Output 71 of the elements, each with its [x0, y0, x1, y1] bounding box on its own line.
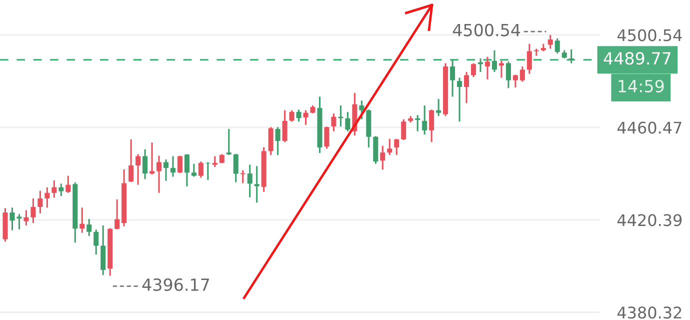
candlestick: [380, 145, 386, 170]
candlestick: [30, 198, 36, 224]
candlestick: [512, 74, 518, 88]
candlestick: [205, 161, 210, 181]
y-tick-label: 4420.39: [617, 214, 682, 226]
candlestick: [163, 158, 169, 182]
candlestick: [184, 153, 190, 188]
candlestick: [526, 43, 532, 75]
candlestick: [44, 186, 50, 208]
candlestick: [233, 153, 238, 184]
candlestick: [282, 110, 288, 143]
candlestick: [86, 218, 92, 237]
candlestick: [450, 59, 456, 98]
candlestick: [429, 108, 434, 143]
candlestick: [191, 163, 196, 178]
candlestick: [38, 190, 43, 214]
candlestick: [254, 165, 260, 204]
candlestick: [464, 71, 470, 104]
candlestick: [296, 108, 302, 122]
y-tick-label: 4380.32: [617, 306, 682, 319]
candlestick: [457, 76, 462, 122]
y-tick-label: 4460.47: [617, 122, 682, 134]
candlestick: [52, 180, 57, 198]
candlestick: [142, 148, 148, 180]
candlestick: [484, 56, 490, 80]
candlestick: [289, 110, 294, 122]
candlestick: [548, 34, 553, 50]
candlestick: [247, 164, 252, 198]
text: 14:59: [618, 80, 664, 92]
candlestick: [470, 62, 476, 78]
candlestick: [128, 138, 134, 183]
candlestick: [324, 126, 330, 150]
candlestick: [226, 128, 232, 156]
candlestick: [492, 50, 497, 73]
candlestick: [359, 100, 364, 120]
ref-line-label: 4489.77: [604, 52, 670, 65]
annotation: 4500.54: [452, 24, 520, 36]
candlestick: [16, 213, 22, 230]
candlestick: [114, 198, 120, 230]
candlestick: [198, 160, 204, 178]
annotation: 4396.17: [142, 278, 210, 291]
candlestick: [506, 60, 511, 89]
candlestick: [219, 153, 224, 164]
candlestick: [568, 48, 574, 64]
candlestick: [331, 112, 336, 132]
candlestick: [170, 155, 176, 178]
candlestick: [149, 142, 155, 176]
candlestick: [177, 154, 182, 174]
candlestick: [394, 138, 400, 156]
candlestick: [387, 138, 392, 156]
candlestick: [338, 104, 344, 128]
candlestick: [554, 38, 560, 54]
y-tick-label: 4500.54: [617, 29, 682, 42]
candlestick: [156, 154, 162, 194]
candlestick: [94, 228, 99, 256]
candlestick: [24, 209, 29, 226]
candlestick: [520, 66, 525, 82]
candlestick: [80, 206, 85, 234]
candlestick: [66, 175, 71, 194]
candlestick: [303, 110, 308, 126]
candlestick: [498, 60, 504, 79]
candlestick: [136, 153, 141, 186]
candlestick: [58, 182, 64, 197]
candlestick: [345, 111, 350, 132]
candlestick: [10, 206, 15, 232]
candlestick: [275, 126, 280, 156]
candlestick: [415, 114, 420, 132]
candlestick: [401, 118, 406, 141]
candlestick: [436, 98, 442, 117]
candlestick: [268, 126, 274, 156]
candlestick: [422, 104, 428, 136]
